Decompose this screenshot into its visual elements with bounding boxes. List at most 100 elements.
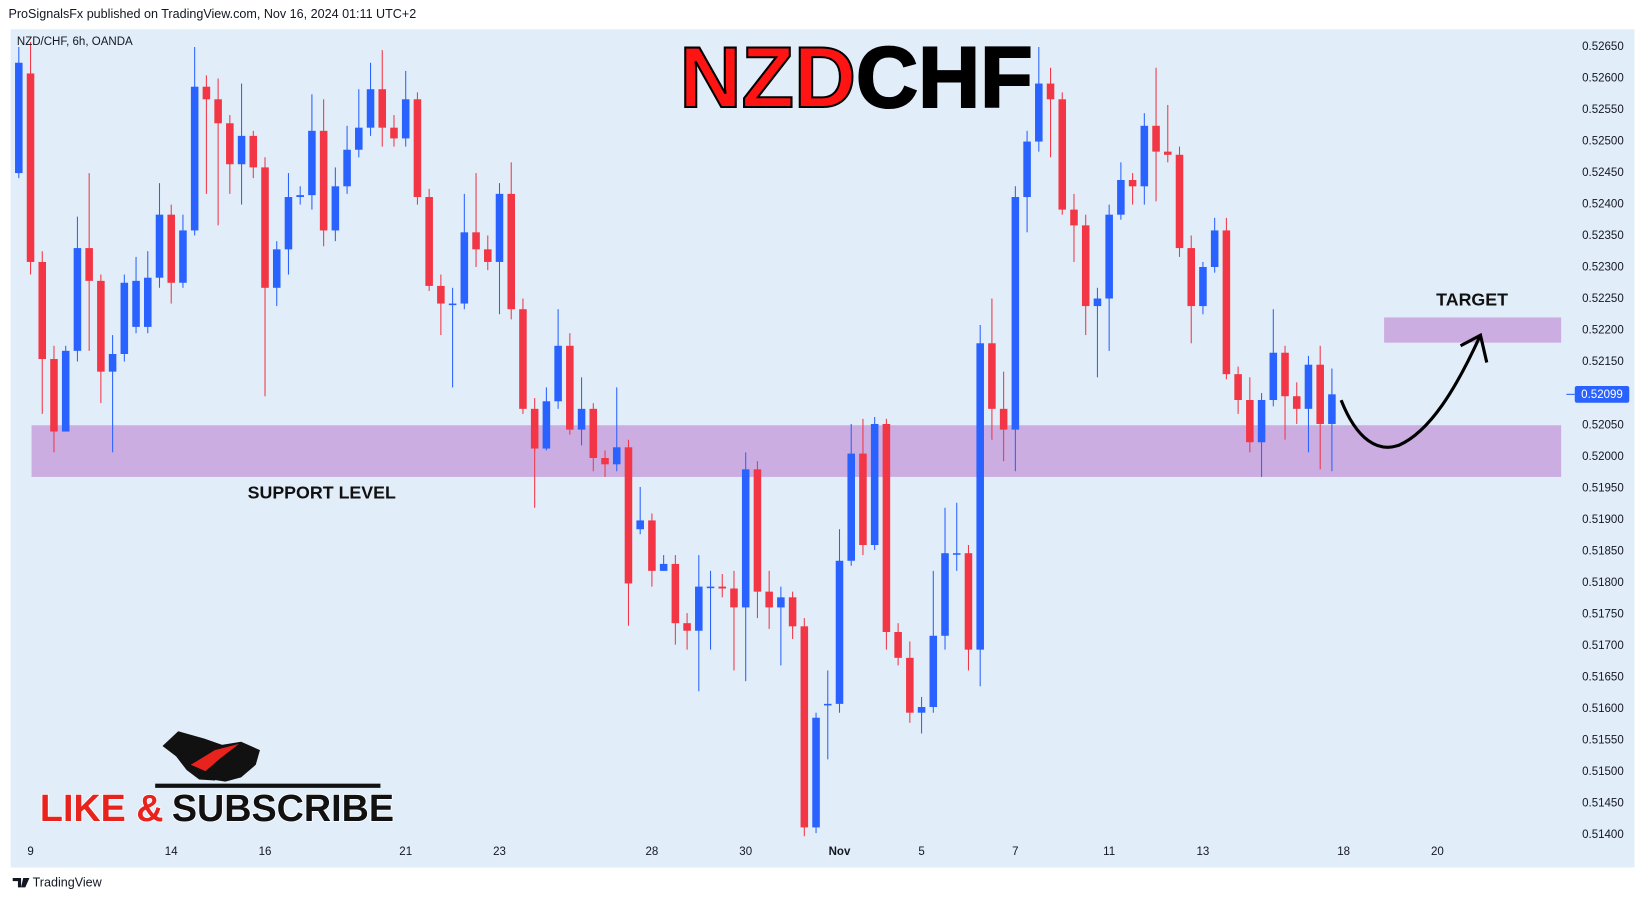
- candle-body: [1269, 352, 1278, 401]
- candle-body: [859, 453, 867, 546]
- candle-body: [929, 635, 938, 708]
- y-tick-label: 0.51550: [1582, 734, 1624, 746]
- x-tick-label: Nov: [829, 846, 851, 858]
- candle-body: [1316, 364, 1324, 424]
- candle-body: [1128, 180, 1137, 187]
- candle-body: [554, 345, 562, 402]
- candle-body: [484, 249, 492, 262]
- chart-title: NZDCHF: [680, 30, 1033, 126]
- candle-body: [319, 130, 328, 231]
- candle-body: [61, 350, 70, 432]
- candle-body: [155, 214, 164, 278]
- candle-body: [1117, 180, 1125, 215]
- candle-body: [941, 553, 949, 636]
- x-tick-label: 30: [739, 846, 752, 858]
- y-tick-label: 0.51400: [1582, 829, 1624, 841]
- candle-body: [753, 469, 762, 592]
- candle-body: [1035, 83, 1043, 142]
- bull-icon: [188, 741, 260, 782]
- candle-body: [777, 597, 785, 608]
- y-tick-label: 0.51850: [1582, 545, 1624, 557]
- candle-body: [683, 623, 691, 631]
- tradingview-logo: [12, 877, 30, 888]
- zone-label: SUPPORT LEVEL: [248, 482, 396, 502]
- candle-body: [976, 343, 984, 650]
- candle-body: [85, 248, 93, 281]
- x-tick-label: 14: [165, 846, 178, 858]
- candle-body: [401, 99, 410, 139]
- candle-body: [1281, 352, 1289, 397]
- candle-body: [144, 277, 152, 327]
- candle-body: [847, 453, 855, 561]
- x-tick-label: 23: [493, 846, 506, 858]
- candle-body: [718, 586, 727, 589]
- y-tick-label: 0.51650: [1582, 671, 1624, 683]
- candle-body: [343, 149, 351, 187]
- candle-body: [577, 408, 586, 430]
- x-tick-label: 16: [259, 846, 272, 858]
- candle-body: [1199, 266, 1207, 307]
- candle-body: [917, 707, 926, 713]
- candle-body: [284, 197, 293, 250]
- candle-body: [1222, 230, 1231, 375]
- candle-body: [999, 408, 1008, 430]
- candle-body: [472, 232, 480, 250]
- candle-body: [788, 597, 797, 627]
- candle-body: [906, 657, 914, 713]
- candle-body: [97, 280, 105, 372]
- candle-body: [765, 591, 773, 608]
- candle-body: [308, 130, 316, 196]
- x-tick-label: 7: [1012, 846, 1018, 858]
- candle-body: [1152, 125, 1160, 152]
- y-tick-label: 0.52450: [1582, 167, 1624, 179]
- x-tick-label: 20: [1431, 846, 1444, 858]
- candle-body: [1292, 396, 1301, 409]
- y-tick-label: 0.51800: [1582, 577, 1624, 589]
- candle-body: [706, 586, 715, 589]
- candle-body: [108, 353, 117, 372]
- candle-body: [589, 408, 598, 459]
- y-tick-label: 0.52650: [1582, 41, 1624, 53]
- candle-body: [612, 447, 621, 465]
- candle-body: [1105, 214, 1113, 299]
- candle-body: [190, 86, 199, 231]
- candle-body: [1011, 197, 1020, 430]
- candle-body: [38, 261, 47, 360]
- y-tick-label: 0.51950: [1582, 482, 1624, 494]
- candle-body: [870, 423, 879, 546]
- footer: TradingView: [33, 876, 103, 890]
- candle-body: [636, 520, 644, 530]
- candle-body: [167, 214, 175, 283]
- y-tick-label: 0.51750: [1582, 608, 1624, 620]
- candle-body: [1234, 374, 1242, 401]
- candle-body: [695, 586, 703, 631]
- candle-body: [1175, 154, 1184, 249]
- like-subscribe: LIKE & SUBSCRIBE: [40, 787, 394, 829]
- like-text: LIKE &: [40, 787, 164, 829]
- candle-body: [1257, 400, 1266, 443]
- candle-body: [1140, 125, 1149, 187]
- candle-body: [1070, 209, 1078, 226]
- candle-body: [542, 401, 551, 449]
- title-part: CHF: [856, 30, 1033, 126]
- y-tick-label: 0.51600: [1582, 703, 1624, 715]
- x-tick-label: 9: [27, 846, 33, 858]
- y-tick-label: 0.51900: [1582, 514, 1624, 526]
- y-tick-label: 0.52300: [1582, 262, 1624, 274]
- x-tick-label: 28: [646, 846, 659, 858]
- candle-body: [448, 303, 457, 306]
- bull-bear-logo: [155, 731, 381, 788]
- candle-body: [1246, 400, 1254, 443]
- x-tick-label: 11: [1103, 846, 1115, 858]
- candle-body: [73, 248, 82, 351]
- candle-body: [366, 89, 375, 128]
- y-tick-label: 0.52600: [1582, 73, 1624, 85]
- y-tick-label: 0.52150: [1582, 356, 1624, 368]
- candle-body: [952, 553, 961, 555]
- candle-body: [1046, 83, 1055, 100]
- candle-body: [671, 563, 680, 624]
- logo-stripe: [190, 743, 239, 772]
- candle-body: [390, 127, 398, 139]
